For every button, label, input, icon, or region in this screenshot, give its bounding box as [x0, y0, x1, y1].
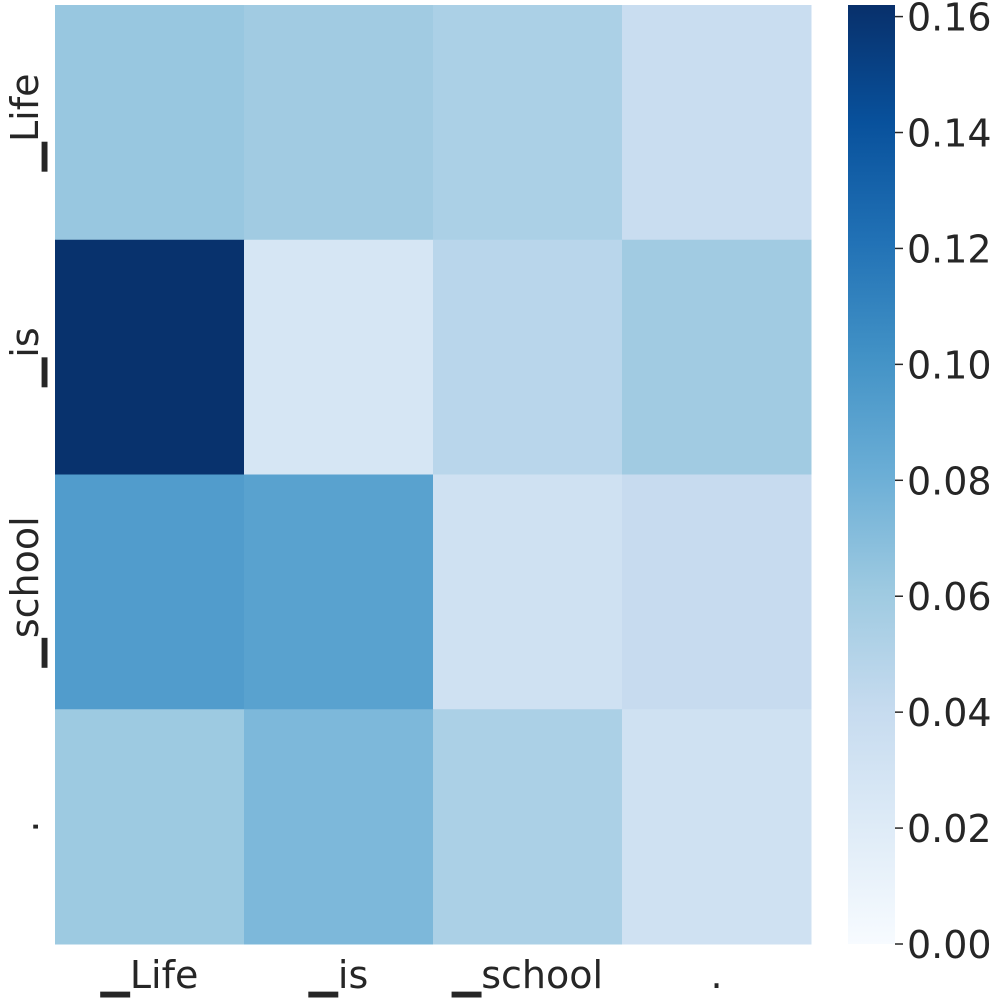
- colorbar-tick-label-6: 0.12: [907, 227, 992, 271]
- colorbar-tick-label-8: 0.16: [907, 0, 992, 40]
- heatmap-cell-r3-c0: [55, 709, 245, 945]
- colorbar-tick-label-1: 0.02: [907, 807, 992, 851]
- heatmap-cell-r3-c3: [622, 709, 812, 945]
- y-tick-label-period: .: [3, 821, 47, 833]
- heatmap-cell-r1-c3: [622, 239, 812, 475]
- colorbar-tick-label-0: 0.00: [907, 923, 992, 967]
- x-tick-label-is: ▁is: [308, 953, 369, 998]
- heatmap-cell-r0-c2: [433, 5, 623, 241]
- colorbar-tick-label-2: 0.04: [907, 691, 992, 735]
- heatmap-cell-r0-c3: [622, 5, 812, 241]
- colorbar-tick-label-7: 0.14: [907, 112, 992, 156]
- heatmap-cell-r2-c3: [622, 474, 812, 710]
- heatmap-cell-r2-c0: [55, 474, 245, 710]
- heatmap-cell-r1-c1: [244, 239, 434, 475]
- y-tick-label-school: ▁school: [3, 516, 48, 668]
- colorbar-tick-label-4: 0.08: [907, 459, 992, 503]
- heatmap-cells: [55, 5, 812, 945]
- y-tick-labels: ▁Life ▁is ▁school.: [3, 74, 48, 833]
- heatmap-cell-r0-c1: [244, 5, 434, 241]
- x-tick-label-period: .: [710, 953, 722, 997]
- heatmap-cell-r0-c0: [55, 5, 245, 241]
- y-tick-label-is: ▁is: [3, 327, 48, 388]
- colorbar-ticks: 0.00 0.02 0.04 0.06 0.08 0.10 0.12 0.14 0.16: [895, 0, 992, 967]
- colorbar: 0.00 0.02 0.04 0.06 0.08 0.10 0.12 0.14 0.16: [848, 0, 992, 967]
- y-tick-label-life: ▁Life: [3, 74, 48, 173]
- colorbar-tick-label-5: 0.10: [907, 343, 992, 387]
- x-tick-label-school: ▁school: [451, 953, 603, 998]
- heatmap-cell-r1-c0: [55, 239, 245, 475]
- heatmap-cell-r2-c1: [244, 474, 434, 710]
- colorbar-gradient: [848, 5, 895, 944]
- colorbar-tick-label-3: 0.06: [907, 575, 992, 619]
- heatmap-cell-r3-c1: [244, 709, 434, 945]
- heatmap-cell-r3-c2: [433, 709, 623, 945]
- x-tick-label-life: ▁Life: [100, 953, 199, 998]
- x-tick-labels: ▁Life ▁is ▁school.: [100, 953, 723, 998]
- heatmap-cell-r2-c2: [433, 474, 623, 710]
- heatmap-cell-r1-c2: [433, 239, 623, 475]
